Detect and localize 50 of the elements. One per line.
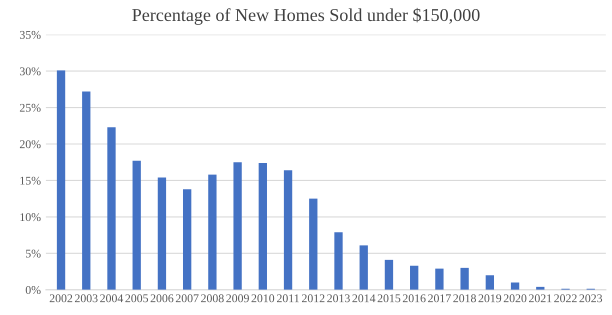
bar [82, 92, 90, 290]
bar [258, 162, 267, 290]
x-tick-label: 2008 [201, 294, 224, 302]
x-tick-label: 2013 [327, 294, 350, 302]
bar [360, 245, 368, 290]
x-tick-label: 2023 [579, 294, 602, 302]
x-tick-label: 2021 [529, 294, 552, 302]
x-tick-label: 2007 [176, 294, 199, 302]
y-tick-label: 35% [20, 30, 41, 39]
chart-title: Percentage of New Homes Sold under $150,000 [132, 8, 480, 25]
y-tick-label: 10% [20, 213, 41, 222]
y-tick-label: 0% [26, 286, 41, 294]
x-tick-label: 2005 [125, 294, 148, 302]
x-tick-label: 2020 [504, 294, 526, 302]
y-tick-label: 20% [20, 140, 41, 148]
bar [233, 162, 242, 290]
bar [435, 268, 444, 290]
y-tick-label: 30% [20, 67, 41, 76]
bar [208, 174, 217, 290]
x-tick-label: 2014 [352, 294, 376, 302]
x-tick-label: 2006 [150, 294, 174, 302]
bar [384, 260, 394, 290]
x-tick-label: 2016 [402, 294, 426, 302]
bar [309, 198, 318, 290]
x-tick-label: 2010 [252, 294, 274, 302]
bar [334, 232, 343, 290]
bar [132, 160, 141, 290]
x-tick-label: 2004 [100, 294, 124, 302]
x-tick-label: 2022 [554, 294, 577, 302]
bar [158, 178, 166, 290]
y-tick-label: 15% [20, 176, 41, 185]
bar [284, 170, 292, 290]
x-tick-label: 2003 [74, 294, 98, 302]
x-tick-label: 2011 [276, 294, 299, 302]
y-tick-label: 5% [26, 250, 41, 258]
x-tick-label: 2018 [453, 294, 476, 302]
bar [410, 266, 418, 290]
x-tick-label: 2017 [428, 294, 451, 302]
bar [510, 282, 520, 290]
x-tick-label: 2012 [302, 294, 324, 302]
x-tick-label: 2015 [378, 294, 400, 302]
bar [107, 127, 116, 290]
x-tick-label: 2019 [478, 294, 502, 302]
bar [56, 70, 66, 290]
bar [182, 189, 192, 290]
y-tick-label: 25% [20, 104, 41, 112]
bar [486, 275, 494, 290]
x-tick-label: 2002 [50, 294, 72, 302]
x-tick-label: 2009 [226, 294, 249, 302]
bar [460, 268, 469, 290]
